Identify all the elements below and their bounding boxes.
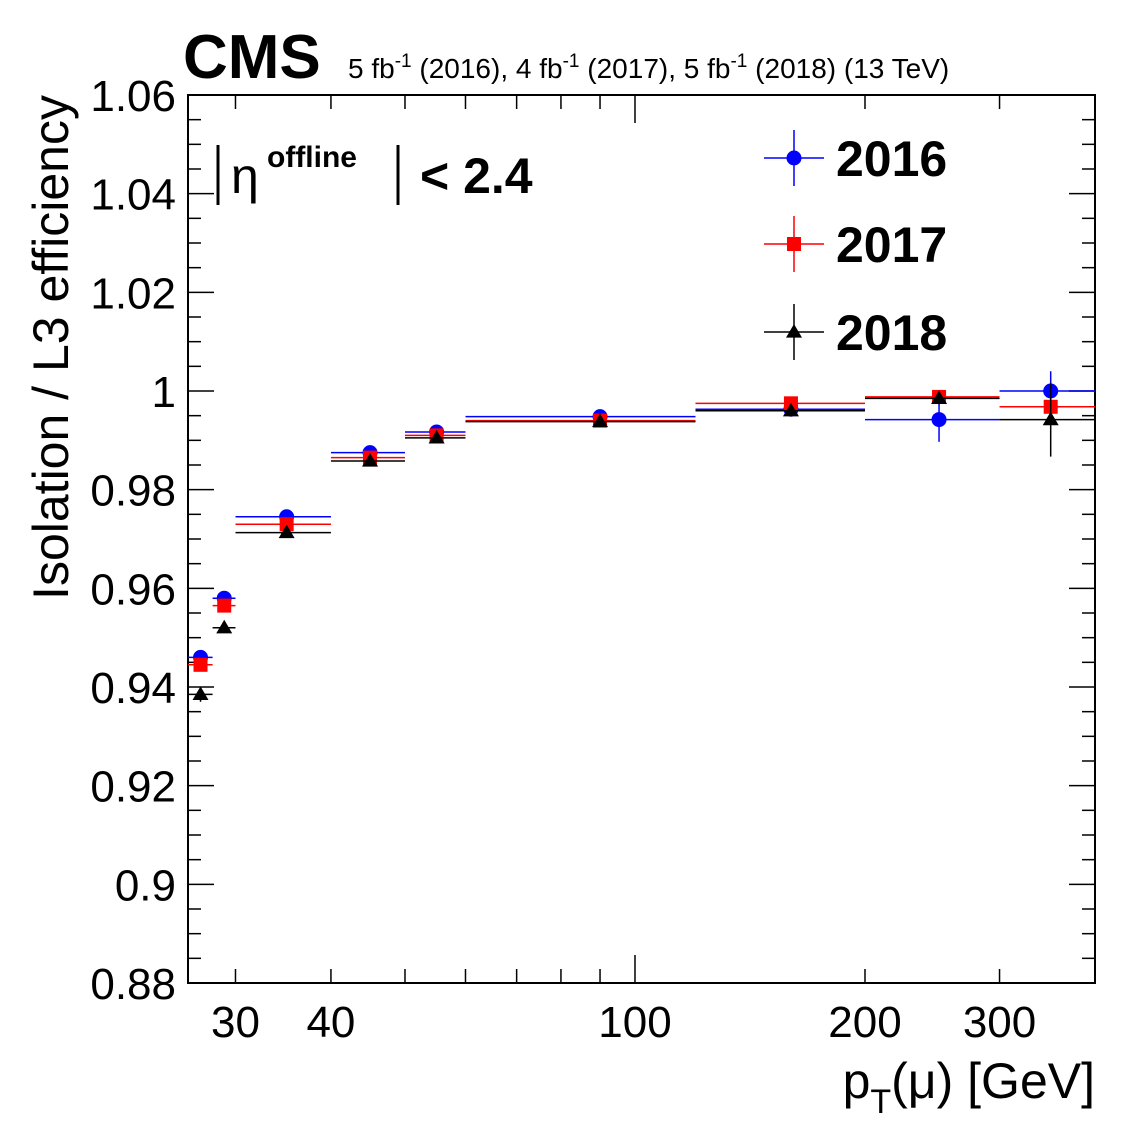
x-axis-title-rest: (μ) [GeV] bbox=[891, 1053, 1095, 1109]
data-point bbox=[193, 657, 208, 672]
data-point bbox=[362, 453, 379, 467]
x-tick-label: 200 bbox=[828, 998, 901, 1047]
lumi-exp-2017: -1 bbox=[563, 51, 580, 72]
legend-marker bbox=[787, 237, 801, 251]
lumi-year-2018: (2018) (13 TeV) bbox=[747, 53, 949, 84]
y-tick-label: 0.98 bbox=[90, 467, 176, 516]
x-axis-title-main: p bbox=[843, 1053, 871, 1109]
eta-cut: < 2.4 bbox=[420, 148, 533, 204]
luminosity-label: 5 fb-1 (2016), 4 fb-1 (2017), 5 fb-1 (20… bbox=[348, 51, 949, 84]
lumi-2018: 5 fb bbox=[684, 53, 731, 84]
y-tick-label: 1.04 bbox=[90, 171, 176, 220]
x-axis-title: pT(μ) [GeV] bbox=[843, 1053, 1095, 1121]
y-tick-label: 0.94 bbox=[90, 664, 176, 713]
series-2016 bbox=[188, 371, 1095, 665]
legend-label: 2017 bbox=[836, 217, 947, 273]
lumi-2016: 5 fb bbox=[348, 53, 395, 84]
data-point bbox=[278, 524, 295, 539]
lumi-2017: 4 fb bbox=[516, 53, 563, 84]
data-point bbox=[217, 598, 232, 613]
legend-entry-2018: 2018 bbox=[764, 304, 947, 361]
lumi-exp-2018: -1 bbox=[730, 51, 747, 72]
data-point bbox=[279, 517, 294, 532]
eta-superscript: offline bbox=[267, 141, 357, 174]
legend-marker bbox=[786, 324, 802, 338]
legend-label: 2016 bbox=[836, 131, 947, 187]
x-axis-title-sub: T bbox=[870, 1083, 891, 1121]
data-point bbox=[592, 413, 609, 428]
x-tick-label: 300 bbox=[963, 998, 1036, 1047]
x-tick-label: 100 bbox=[598, 998, 671, 1047]
legend: 2016 2017 2018 bbox=[764, 130, 947, 361]
legend-marker bbox=[786, 150, 802, 166]
data-points bbox=[188, 371, 1095, 702]
y-tick-label: 0.92 bbox=[90, 763, 176, 812]
x-tick-label: 30 bbox=[211, 998, 260, 1047]
lumi-year-2017: (2017), bbox=[580, 53, 684, 84]
y-tick-label: 1 bbox=[152, 368, 176, 417]
y-axis-title: Isolation / L3 efficiency bbox=[23, 95, 79, 600]
experiment-label: CMS bbox=[183, 23, 321, 92]
data-point bbox=[931, 390, 948, 404]
x-tick-label: 40 bbox=[306, 998, 355, 1047]
legend-entry-2016: 2016 bbox=[764, 130, 947, 187]
data-point bbox=[216, 619, 233, 634]
y-tick-label: 0.9 bbox=[115, 861, 176, 910]
data-point bbox=[1042, 411, 1059, 426]
y-tick-label: 1.02 bbox=[90, 269, 176, 318]
series-2018 bbox=[188, 382, 1095, 702]
data-point bbox=[192, 686, 209, 700]
x-tick-labels: 30 40 100 200 300 bbox=[211, 998, 1036, 1047]
lumi-exp-2016: -1 bbox=[395, 51, 412, 72]
data-point bbox=[782, 402, 799, 417]
lumi-year-2016: (2016), bbox=[412, 53, 516, 84]
y-tick-labels: 0.88 0.9 0.92 0.94 0.96 0.98 1 1.02 1.04 1.06 bbox=[90, 72, 176, 1009]
y-tick-label: 0.88 bbox=[90, 960, 176, 1009]
legend-label: 2018 bbox=[836, 305, 947, 361]
data-point bbox=[931, 412, 947, 428]
legend-entry-2017: 2017 bbox=[764, 216, 947, 273]
eta-symbol: η bbox=[231, 148, 259, 204]
axis-ticks bbox=[188, 94, 1095, 984]
series-2017 bbox=[188, 389, 1095, 672]
y-tick-label: 0.96 bbox=[90, 565, 176, 614]
data-point bbox=[428, 429, 445, 444]
eta-annotation: η offline < 2.4 bbox=[216, 141, 533, 205]
plot-frame bbox=[187, 94, 1096, 984]
y-tick-label: 1.06 bbox=[90, 72, 176, 121]
